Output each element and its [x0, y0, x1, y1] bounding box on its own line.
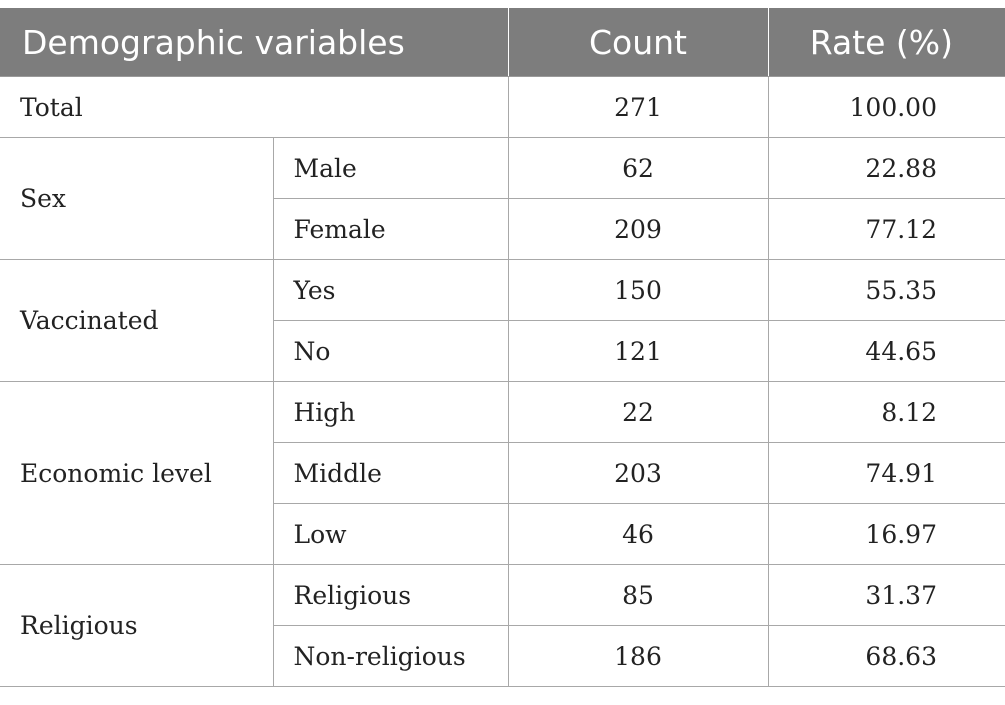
header-rate: Rate (%) [767, 8, 1005, 77]
total-label: Total [0, 76, 509, 138]
total-row: Total 271 100.00 [0, 76, 1005, 138]
header-variable: Demographic variables [0, 8, 508, 77]
sub-label: Middle [273, 442, 509, 504]
rate-cell: 22.88 [767, 137, 1005, 199]
sub-label: Female [273, 198, 509, 260]
group-label-vaccinated: Vaccinated [0, 259, 274, 382]
table-row: Low 46 16.97 [0, 503, 1005, 565]
rate-cell: 8.12 [767, 381, 1005, 443]
sub-label: Religious [272, 564, 509, 626]
count-cell: 85 [507, 564, 769, 626]
group-label-economic-level: Economic level [0, 381, 274, 565]
sub-label: Non-religious [273, 625, 509, 687]
rate-cell: 44.65 [767, 320, 1005, 382]
sub-label: Yes [272, 259, 509, 321]
sub-label: No [273, 320, 509, 382]
rate-cell: 16.97 [767, 503, 1005, 565]
table-row: Non-religious 186 68.63 [0, 625, 1005, 687]
sub-label: Low [273, 503, 509, 565]
count-cell: 62 [507, 137, 769, 199]
count-cell: 121 [507, 320, 769, 382]
count-cell: 209 [507, 198, 769, 260]
rate-cell: 55.35 [767, 259, 1005, 321]
count-cell: 46 [507, 503, 769, 565]
table-row: Vaccinated Yes 150 55.35 [0, 259, 1005, 382]
table-row: Female 209 77.12 [0, 198, 1005, 260]
group-label-sex: Sex [0, 137, 274, 260]
table-row: No 121 44.65 [0, 320, 1005, 382]
total-count: 271 [507, 76, 769, 138]
rate-cell: 68.63 [767, 625, 1005, 687]
count-cell: 186 [507, 625, 769, 687]
header-row: Demographic variables Count Rate (%) [0, 8, 1005, 77]
total-rate: 100.00 [767, 76, 1005, 138]
count-cell: 150 [507, 259, 769, 321]
rate-cell: 74.91 [767, 442, 1005, 504]
sub-label: Male [272, 137, 509, 199]
table-row: Economic level High 22 8.12 [0, 381, 1005, 565]
table-row: Sex Male 62 22.88 [0, 137, 1005, 260]
count-cell: 22 [507, 381, 769, 443]
rate-cell: 77.12 [767, 198, 1005, 260]
header-count: Count [507, 8, 768, 77]
demographics-table: Demographic variables Count Rate (%) Tot… [0, 8, 1005, 687]
group-label-religious: Religious [0, 564, 274, 687]
count-cell: 203 [507, 442, 769, 504]
demographics-table-container: Demographic variables Count Rate (%) Tot… [0, 8, 1005, 687]
table-row: Religious Religious 85 31.37 [0, 564, 1005, 687]
rate-cell: 31.37 [767, 564, 1005, 626]
sub-label: High [272, 381, 509, 443]
